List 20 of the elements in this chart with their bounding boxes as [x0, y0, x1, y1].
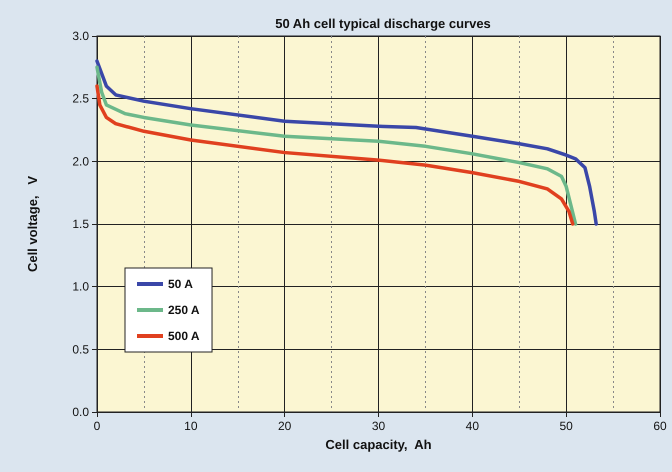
y-tick-label: 2.5 — [72, 92, 90, 106]
x-tick-label: 30 — [372, 419, 386, 433]
y-tick-label: 3.0 — [72, 29, 90, 43]
y-tick-label: 1.0 — [72, 280, 90, 294]
legend-label: 50 A — [168, 277, 194, 291]
y-tick-label: 1.5 — [72, 217, 90, 231]
x-tick-label: 10 — [184, 419, 198, 433]
x-axis-title: Cell capacity, Ah — [325, 437, 432, 452]
legend-label: 250 A — [168, 303, 200, 317]
x-tick-label: 0 — [94, 419, 101, 433]
y-axis-title: Cell voltage, V — [25, 176, 40, 272]
y-tick-label: 0.5 — [72, 342, 90, 356]
x-tick-label: 50 — [559, 419, 574, 433]
x-tick-label: 40 — [466, 419, 480, 433]
x-tick-label: 60 — [653, 419, 667, 433]
x-tick-label: 20 — [278, 419, 292, 433]
chart-title: 50 Ah cell typical discharge curves — [275, 16, 491, 31]
y-tick-label: 0.0 — [72, 405, 90, 419]
y-tick-label: 2.0 — [72, 154, 90, 168]
legend-label: 500 A — [168, 329, 200, 343]
